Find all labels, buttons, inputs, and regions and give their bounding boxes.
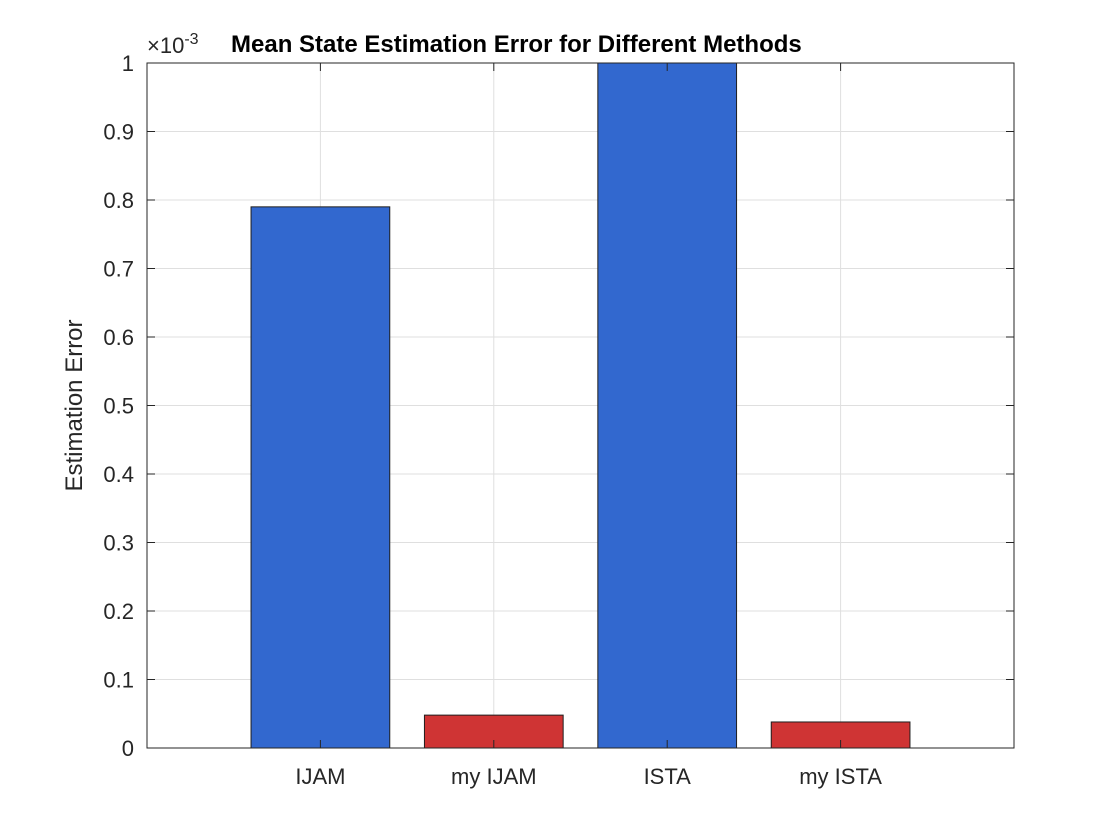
x-tick-label: my ISTA xyxy=(799,764,882,789)
y-tick-label: 1 xyxy=(122,51,134,76)
y-tick-label: 0.3 xyxy=(103,531,134,556)
y-tick-label: 0 xyxy=(122,736,134,761)
bars xyxy=(250,62,911,749)
x-tick-labels: IJAM my IJAM ISTA my ISTA xyxy=(295,764,882,789)
bar-ijam xyxy=(250,206,391,749)
y-exponent-power: -3 xyxy=(184,31,198,48)
y-tick-label: 0.9 xyxy=(103,120,134,145)
y-tick-label: 0.2 xyxy=(103,599,134,624)
x-tick-label: ISTA xyxy=(644,764,692,789)
x-tick-label: my IJAM xyxy=(451,764,537,789)
y-tick-labels: 0 0.1 0.2 0.3 0.4 0.5 0.6 0.7 0.8 0.9 1 xyxy=(103,51,134,761)
chart-title: Mean State Estimation Error for Differen… xyxy=(231,31,802,58)
y-exponent-base: ×10 xyxy=(147,33,184,58)
y-tick-label: 0.7 xyxy=(103,257,134,282)
y-exponent-label: ×10-3 xyxy=(147,31,199,58)
x-tick-label: IJAM xyxy=(295,764,345,789)
y-tick-label: 0.6 xyxy=(103,325,134,350)
y-tick-label: 0.8 xyxy=(103,188,134,213)
y-tick-label: 0.5 xyxy=(103,394,134,419)
y-tick-label: 0.1 xyxy=(103,668,134,693)
y-tick-label: 0.4 xyxy=(103,462,134,487)
bar-ista xyxy=(597,62,738,749)
axis-ticks xyxy=(147,62,1014,749)
y-axis-label: Estimation Error xyxy=(61,319,88,491)
